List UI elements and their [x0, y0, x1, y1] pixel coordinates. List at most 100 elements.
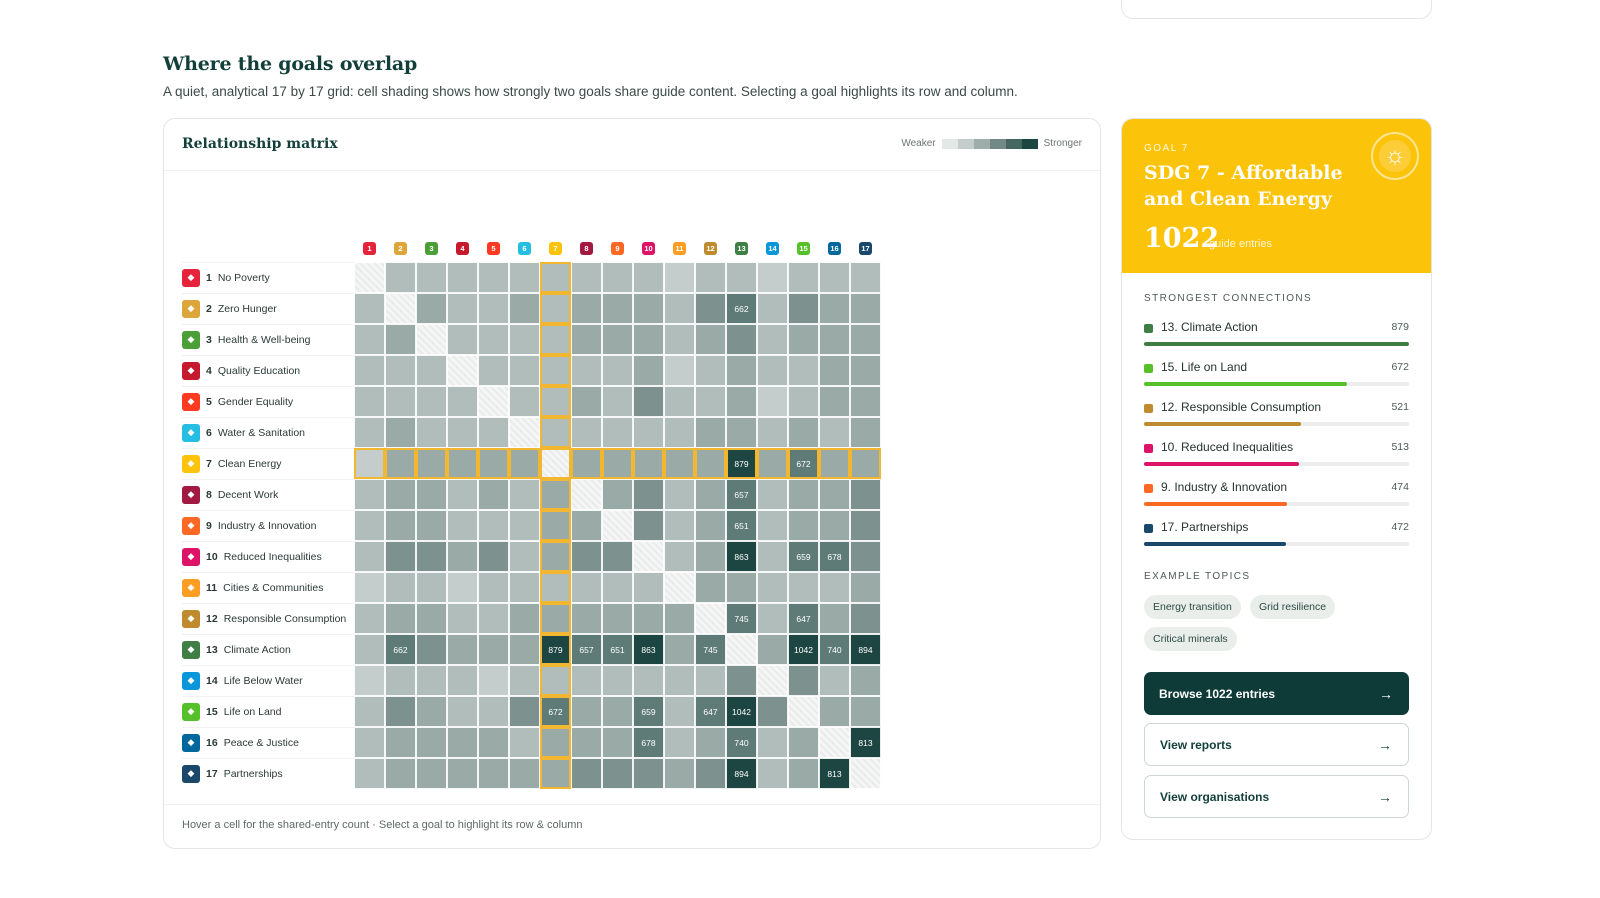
matrix-cell[interactable] — [416, 479, 447, 510]
matrix-cell[interactable]: 1042 — [726, 696, 757, 727]
matrix-cell[interactable]: 672 — [540, 696, 571, 727]
matrix-cell[interactable] — [478, 758, 509, 789]
matrix-cell[interactable] — [478, 727, 509, 758]
column-header-goal-3[interactable]: 3 — [425, 242, 438, 255]
matrix-cell[interactable] — [602, 417, 633, 448]
matrix-cell[interactable]: 657 — [726, 479, 757, 510]
matrix-cell[interactable] — [540, 758, 571, 789]
matrix-cell[interactable] — [540, 448, 571, 479]
matrix-cell[interactable] — [447, 355, 478, 386]
matrix-cell[interactable] — [447, 510, 478, 541]
browse-1022-entries-button[interactable]: Browse 1022 entries → — [1144, 672, 1409, 715]
matrix-cell[interactable] — [602, 758, 633, 789]
matrix-cell[interactable] — [788, 758, 819, 789]
matrix-cell[interactable] — [819, 386, 850, 417]
matrix-cell[interactable] — [540, 665, 571, 696]
matrix-cell[interactable] — [354, 448, 385, 479]
row-label-goal-16[interactable]: ◆ 16 Peace & Justice — [182, 727, 352, 758]
row-label-goal-14[interactable]: ◆ 14 Life Below Water — [182, 665, 352, 696]
matrix-cell[interactable] — [478, 665, 509, 696]
matrix-cell[interactable] — [447, 479, 478, 510]
matrix-cell[interactable] — [788, 696, 819, 727]
matrix-cell[interactable] — [478, 634, 509, 665]
matrix-cell[interactable] — [757, 417, 788, 448]
matrix-cell[interactable] — [416, 448, 447, 479]
matrix-cell[interactable] — [850, 355, 881, 386]
matrix-cell[interactable] — [354, 293, 385, 324]
matrix-cell[interactable] — [633, 417, 664, 448]
matrix-cell[interactable]: 863 — [633, 634, 664, 665]
matrix-cell[interactable] — [509, 696, 540, 727]
matrix-cell[interactable] — [664, 510, 695, 541]
matrix-cell[interactable]: 672 — [788, 448, 819, 479]
matrix-cell[interactable] — [850, 541, 881, 572]
matrix-cell[interactable] — [757, 541, 788, 572]
matrix-cell[interactable] — [354, 758, 385, 789]
column-header-goal-9[interactable]: 9 — [611, 242, 624, 255]
matrix-cell[interactable] — [602, 324, 633, 355]
matrix-cell[interactable]: 813 — [850, 727, 881, 758]
matrix-cell[interactable] — [695, 262, 726, 293]
matrix-cell[interactable]: 745 — [695, 634, 726, 665]
matrix-cell[interactable] — [354, 355, 385, 386]
column-header-goal-12[interactable]: 12 — [704, 242, 717, 255]
matrix-cell[interactable] — [788, 324, 819, 355]
matrix-cell[interactable] — [354, 417, 385, 448]
matrix-cell[interactable]: 651 — [602, 634, 633, 665]
matrix-cell[interactable]: 678 — [819, 541, 850, 572]
matrix-cell[interactable] — [416, 510, 447, 541]
matrix-cell[interactable]: 662 — [385, 634, 416, 665]
matrix-cell[interactable] — [354, 262, 385, 293]
matrix-cell[interactable] — [757, 386, 788, 417]
matrix-cell[interactable] — [416, 386, 447, 417]
matrix-cell[interactable] — [416, 758, 447, 789]
matrix-cell[interactable] — [571, 572, 602, 603]
matrix-cell[interactable] — [819, 696, 850, 727]
matrix-cell[interactable] — [385, 262, 416, 293]
row-label-goal-6[interactable]: ◆ 6 Water & Sanitation — [182, 417, 352, 448]
matrix-cell[interactable] — [850, 324, 881, 355]
matrix-cell[interactable] — [571, 603, 602, 634]
matrix-cell[interactable] — [664, 634, 695, 665]
matrix-cell[interactable]: 740 — [819, 634, 850, 665]
matrix-cell[interactable]: 879 — [540, 634, 571, 665]
matrix-cell[interactable] — [788, 727, 819, 758]
matrix-cell[interactable] — [757, 603, 788, 634]
matrix-cell[interactable] — [695, 572, 726, 603]
matrix-cell[interactable] — [819, 510, 850, 541]
connection-item[interactable]: 13. Climate Action 879 — [1144, 318, 1409, 354]
matrix-cell[interactable] — [819, 572, 850, 603]
matrix-cell[interactable] — [695, 665, 726, 696]
matrix-cell[interactable]: 659 — [788, 541, 819, 572]
matrix-cell[interactable] — [509, 758, 540, 789]
matrix-cell[interactable] — [540, 355, 571, 386]
matrix-cell[interactable] — [385, 479, 416, 510]
matrix-cell[interactable] — [509, 417, 540, 448]
matrix-cell[interactable] — [540, 727, 571, 758]
matrix-cell[interactable] — [757, 355, 788, 386]
matrix-cell[interactable] — [478, 603, 509, 634]
matrix-cell[interactable] — [540, 324, 571, 355]
matrix-cell[interactable] — [633, 386, 664, 417]
matrix-cell[interactable] — [416, 665, 447, 696]
matrix-cell[interactable] — [726, 665, 757, 696]
matrix-cell[interactable] — [416, 696, 447, 727]
matrix-cell[interactable] — [354, 510, 385, 541]
matrix-cell[interactable] — [478, 262, 509, 293]
matrix-cell[interactable] — [509, 727, 540, 758]
matrix-cell[interactable] — [819, 262, 850, 293]
column-header-goal-14[interactable]: 14 — [766, 242, 779, 255]
column-header-goal-16[interactable]: 16 — [828, 242, 841, 255]
matrix-cell[interactable] — [757, 572, 788, 603]
matrix-cell[interactable] — [602, 603, 633, 634]
matrix-cell[interactable] — [385, 293, 416, 324]
matrix-cell[interactable] — [385, 448, 416, 479]
matrix-cell[interactable] — [447, 448, 478, 479]
matrix-cell[interactable] — [664, 758, 695, 789]
matrix-cell[interactable] — [478, 572, 509, 603]
matrix-cell[interactable] — [819, 293, 850, 324]
matrix-cell[interactable] — [850, 665, 881, 696]
connection-item[interactable]: 10. Reduced Inequalities 513 — [1144, 438, 1409, 474]
matrix-cell[interactable] — [478, 386, 509, 417]
matrix-cell[interactable] — [509, 541, 540, 572]
